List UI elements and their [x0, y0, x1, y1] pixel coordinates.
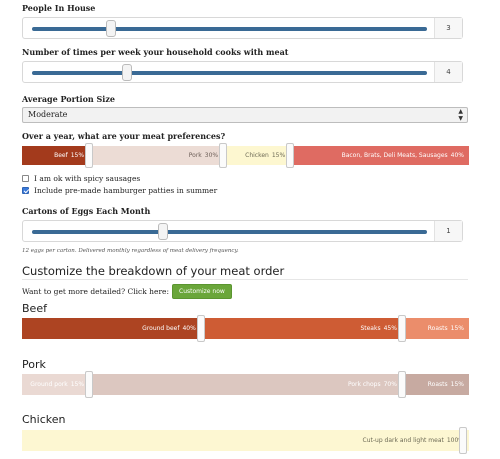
segment-divider-handle[interactable] [85, 143, 94, 168]
segment-ground-pork: Ground pork 15% [22, 374, 90, 395]
eggs-value: 1 [434, 221, 462, 241]
segment-divider-handle[interactable] [459, 427, 467, 454]
chicken-breakdown-bar[interactable]: Cut-up dark and light meat 100% [22, 427, 469, 454]
people-value: 3 [434, 18, 462, 38]
hamburger-patties-label: Include pre-made hamburger patties in su… [34, 186, 218, 195]
portion-label: Average Portion Size [22, 94, 115, 104]
beef-breakdown-bar[interactable]: Ground beef 40% Steaks 45% Roasts 15% [22, 315, 469, 342]
segment-label: Pork chops [347, 381, 381, 388]
segment-ground-beef: Ground beef 40% [22, 318, 201, 339]
segment-percent: 15% [70, 381, 85, 388]
segment-percent: 100% [446, 437, 464, 444]
segment-divider-handle[interactable] [397, 371, 406, 398]
customize-now-button[interactable]: Customize now [172, 284, 232, 299]
slider-track [32, 27, 427, 31]
portion-select[interactable]: Moderate ▲ ▼ [22, 107, 468, 123]
slider-track [32, 71, 427, 75]
customize-heading: Customize the breakdown of your meat ord… [22, 264, 285, 278]
segment-percent: 15% [450, 325, 464, 332]
portion-selected-value: Moderate [28, 110, 68, 119]
eggs-slider[interactable]: 1 [22, 220, 463, 242]
segment-chicken: Chicken 15% [223, 146, 291, 165]
segment-label: Roasts [427, 325, 448, 332]
segment-pork: Pork 30% [89, 146, 224, 165]
cooks-value: 4 [434, 62, 462, 82]
segment-percent: 15% [271, 152, 286, 159]
spicy-sausages-label: I am ok with spicy sausages [34, 174, 141, 183]
segment-percent: 40% [182, 325, 196, 332]
checkbox-hamburger-patties[interactable] [22, 187, 29, 194]
segment-label: Beef [54, 152, 68, 159]
segment-label: Ground pork [30, 381, 68, 388]
cooks-label: Number of times per week your household … [22, 47, 289, 57]
select-arrows-icon: ▲ ▼ [458, 108, 463, 122]
segment-divider-handle[interactable] [85, 371, 94, 398]
segment-divider-handle[interactable] [219, 143, 228, 168]
meat-preferences-bar[interactable]: Beef 15% Pork 30% Chicken 15% Bacon, Brats, De… [22, 143, 469, 168]
beef-heading: Beef [22, 302, 47, 315]
eggs-label: Cartons of Eggs Each Month [22, 206, 151, 216]
divider [22, 279, 468, 280]
slider-handle[interactable] [158, 223, 168, 240]
segment-percent: 15% [450, 381, 464, 388]
hamburger-patties-option[interactable]: Include pre-made hamburger patties in su… [22, 186, 217, 195]
checkbox-spicy-sausages[interactable] [22, 175, 29, 182]
spicy-sausages-option[interactable]: I am ok with spicy sausages [22, 174, 140, 183]
segment-percent: 15% [70, 152, 85, 159]
segment-label: Pork [188, 152, 202, 159]
segment-label: Chicken [245, 152, 269, 159]
chicken-heading: Chicken [22, 413, 66, 426]
segment-divider-handle[interactable] [196, 315, 205, 342]
slider-handle[interactable] [106, 20, 117, 37]
slider-handle[interactable] [122, 64, 133, 81]
segment-percent: 45% [383, 325, 397, 332]
segment-roasts: Roasts 15% [401, 374, 469, 395]
segment-label: Bacon, Brats, Deli Meats, Sausages [341, 152, 448, 159]
segment-pork-chops: Pork chops 70% [89, 374, 402, 395]
segment-label: Ground beef [142, 325, 180, 332]
segment-cut-up-dark-and-light-meat: Cut-up dark and light meat 100% [22, 430, 469, 451]
segment-steaks: Steaks 45% [200, 318, 402, 339]
segment-label: Steaks [360, 325, 381, 332]
segment-beef: Beef 15% [22, 146, 90, 165]
customize-prompt: Want to get more detailed? Click here: [22, 287, 169, 296]
segment-label: Cut-up dark and light meat [362, 437, 444, 444]
segment-divider-handle[interactable] [286, 143, 295, 168]
pork-heading: Pork [22, 358, 46, 371]
eggs-note: 12 eggs per carton. Delivered monthly re… [22, 248, 239, 254]
slider-track [32, 230, 427, 234]
prefs-label: Over a year, what are your meat preferen… [22, 131, 226, 141]
people-slider[interactable]: 3 [22, 17, 463, 39]
pork-breakdown-bar[interactable]: Ground pork 15% Pork chops 70% Roasts 15% [22, 371, 469, 398]
segment-roasts: Roasts 15% [401, 318, 469, 339]
segment-percent: 30% [204, 152, 219, 159]
people-label: People In House [22, 3, 96, 13]
segment-label: Roasts [427, 381, 448, 388]
segment-bacon-brats-deli-meats-sausages: Bacon, Brats, Deli Meats, Sausages 40% [290, 146, 469, 165]
segment-percent: 40% [450, 152, 464, 159]
customize-prompt-row: Want to get more detailed? Click here: C… [22, 284, 232, 299]
segment-divider-handle[interactable] [397, 315, 406, 342]
segment-percent: 70% [383, 381, 397, 388]
cooks-slider[interactable]: 4 [22, 61, 463, 83]
